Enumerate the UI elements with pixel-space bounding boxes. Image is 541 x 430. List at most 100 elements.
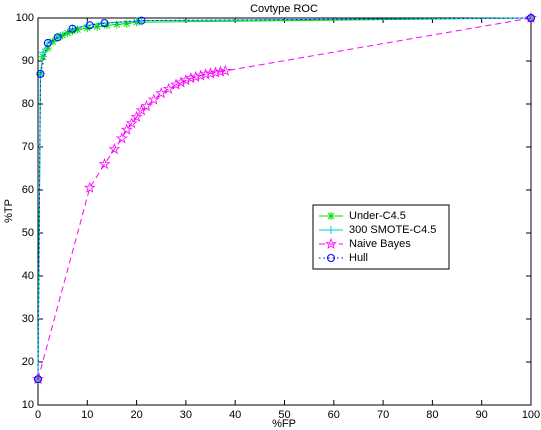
marker-shape	[85, 21, 94, 30]
marker-shape	[38, 48, 47, 57]
marker-shape	[98, 157, 111, 170]
data-point	[53, 33, 62, 42]
y-tick-label: 100	[16, 12, 34, 24]
data-point	[34, 375, 42, 384]
marker-shape	[199, 68, 212, 80]
data-point	[147, 93, 160, 105]
marker-shape	[325, 237, 337, 250]
data-point	[100, 19, 109, 28]
marker-shape	[63, 29, 72, 38]
data-point	[219, 64, 232, 76]
x-tick-label: 50	[278, 409, 290, 421]
y-tick-label: 40	[22, 270, 34, 282]
data-point	[140, 99, 153, 112]
data-point	[38, 48, 47, 57]
legend-marker	[327, 254, 335, 262]
data-point	[199, 68, 212, 80]
data-point	[527, 14, 535, 22]
data-point	[170, 78, 182, 90]
marker-shape	[209, 66, 222, 78]
marker-shape	[73, 25, 82, 34]
marker-shape	[147, 93, 160, 105]
data-point	[122, 19, 131, 28]
data-point	[155, 87, 168, 99]
x-tick-label: 100	[522, 409, 540, 421]
x-tick-label: 20	[130, 409, 142, 421]
series-line	[37, 17, 532, 380]
marker-shape	[53, 33, 62, 42]
marker-shape	[140, 99, 153, 112]
marker-shape	[108, 142, 121, 155]
data-point	[137, 16, 146, 25]
marker-shape	[100, 19, 109, 28]
marker-shape	[155, 87, 168, 99]
marker-shape	[93, 22, 102, 31]
y-tick-label: 30	[22, 313, 34, 325]
data-point	[214, 65, 227, 77]
data-point	[194, 69, 207, 81]
marker-shape	[194, 69, 207, 81]
data-point	[93, 22, 102, 31]
y-tick-label: 80	[22, 98, 34, 110]
marker-shape	[162, 82, 175, 94]
legend-label: Under-C4.5	[349, 210, 406, 222]
legend-label: 300 SMOTE-C4.5	[349, 224, 436, 236]
marker-shape	[184, 71, 197, 84]
legend-marker	[325, 237, 337, 250]
y-tick-label: 60	[22, 184, 34, 196]
marker-shape	[327, 226, 335, 234]
data-point	[130, 110, 143, 122]
data-point	[68, 24, 77, 33]
y-tick-label: 10	[22, 399, 34, 411]
legend-label: Hull	[349, 252, 368, 264]
data-point	[73, 25, 82, 34]
marker-shape	[130, 110, 143, 122]
marker-shape	[327, 212, 335, 220]
marker-shape	[179, 74, 192, 86]
x-tick-label: 30	[180, 409, 192, 421]
marker-shape	[53, 33, 62, 42]
legend-label: Naive Bayes	[349, 238, 411, 250]
plot-frame	[37, 17, 532, 406]
x-tick-label: 70	[377, 409, 389, 421]
data-point	[43, 44, 52, 53]
marker-shape	[214, 65, 227, 77]
data-point	[179, 74, 192, 86]
chart-title: Covtype ROC	[250, 3, 318, 15]
data-point	[58, 31, 67, 40]
marker-shape	[43, 44, 52, 53]
series-line	[37, 17, 532, 380]
data-point	[36, 69, 45, 78]
data-point	[83, 181, 96, 193]
data-point	[175, 76, 187, 88]
data-point	[53, 33, 62, 42]
marker-shape	[204, 67, 217, 79]
marker-shape	[327, 254, 335, 262]
data-point	[108, 142, 121, 155]
marker-shape	[83, 181, 96, 193]
legend-marker	[327, 212, 335, 220]
marker-shape	[170, 78, 182, 90]
marker-shape	[115, 132, 128, 144]
y-tick-label: 50	[22, 227, 34, 239]
marker-shape	[43, 38, 52, 47]
data-point	[162, 82, 175, 94]
x-axis-label: %FP	[272, 418, 296, 430]
legend-marker	[327, 226, 335, 234]
data-point	[189, 70, 202, 82]
marker-shape	[34, 375, 42, 384]
x-tick-label: 0	[35, 409, 41, 421]
data-point	[43, 38, 52, 47]
y-tick-label: 90	[22, 55, 34, 67]
marker-shape	[122, 19, 131, 28]
y-tick-label: 70	[22, 141, 34, 153]
marker-shape	[68, 24, 77, 33]
marker-shape	[189, 70, 202, 82]
data-point	[85, 21, 94, 30]
marker-shape	[43, 38, 52, 47]
y-tick-label: 20	[22, 356, 34, 368]
marker-shape	[120, 123, 133, 135]
data-point	[48, 37, 57, 46]
